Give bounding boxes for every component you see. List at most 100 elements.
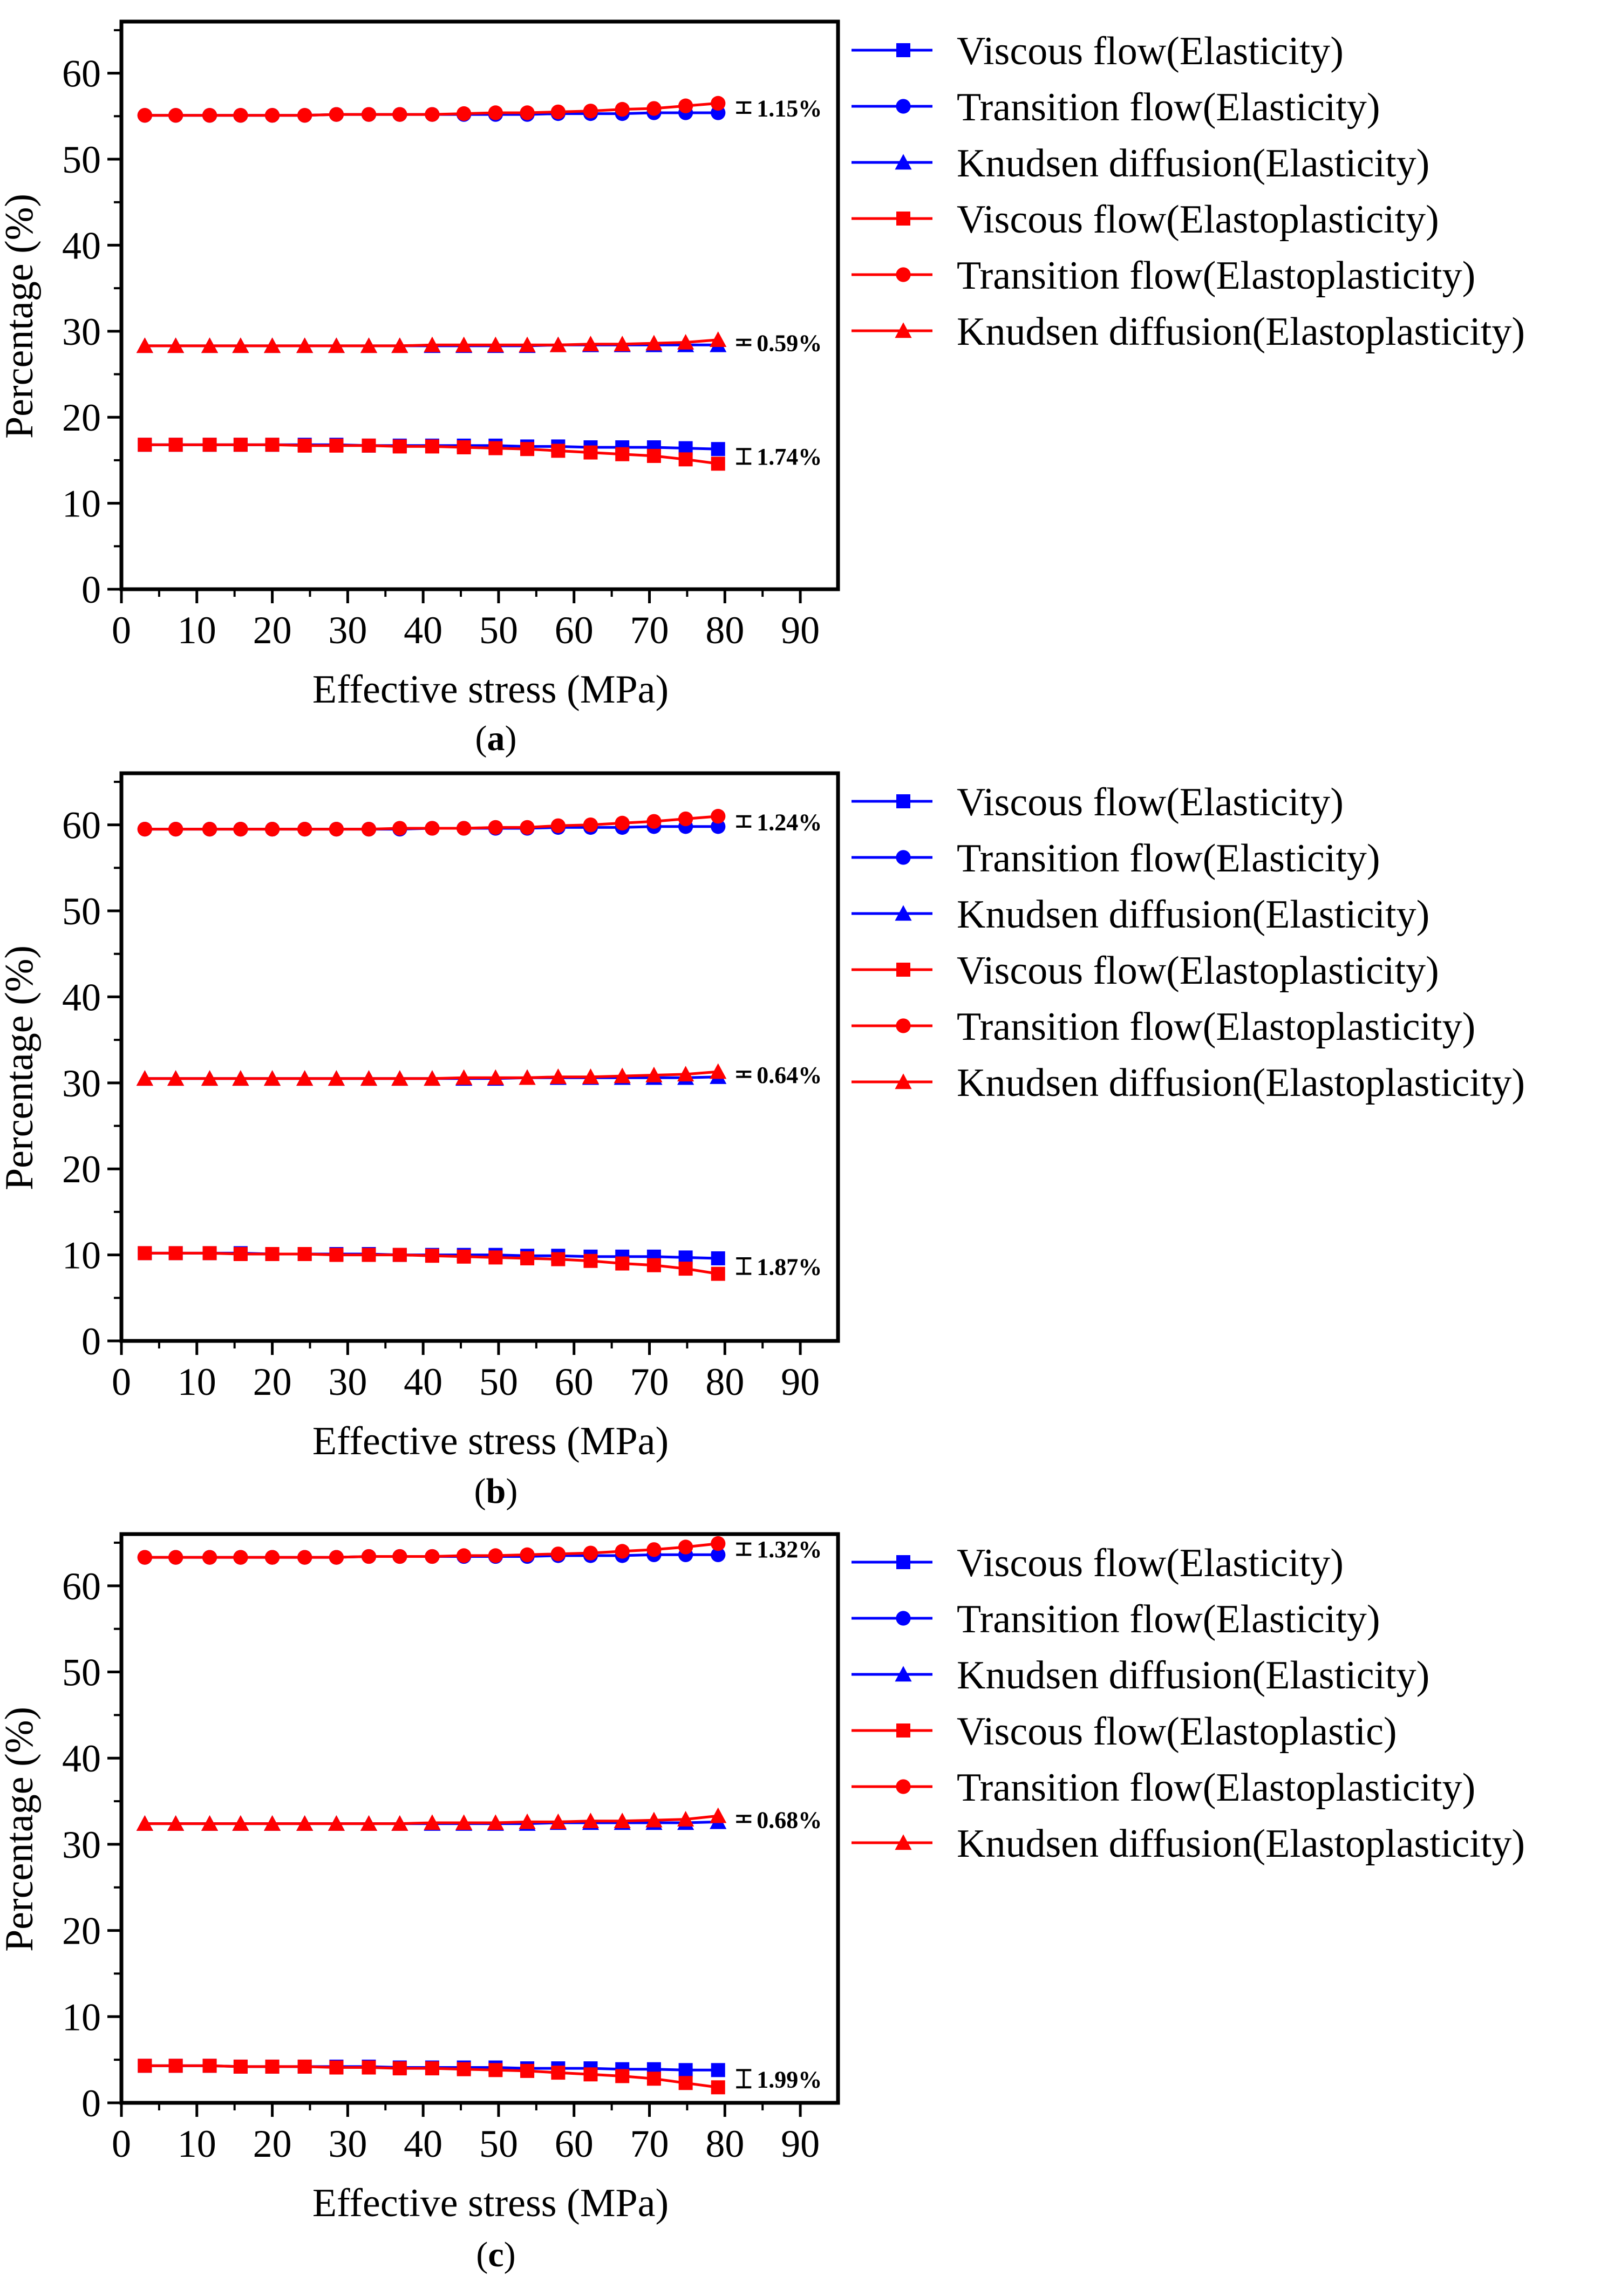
- data-point-viscous-flow-elastoplasticity: [233, 1247, 248, 1262]
- data-point-knudsen-diffusion-elastoplasticity: [360, 337, 378, 353]
- data-point-transition-flow-elastoplasticity: [615, 101, 630, 117]
- data-point-viscous-flow-elastoplasticity: [425, 439, 439, 454]
- data-point-viscous-flow-elasticity: [711, 2063, 725, 2077]
- data-point-knudsen-diffusion-elastoplasticity: [296, 1815, 314, 1831]
- data-point-viscous-flow-elastoplastic: [329, 2060, 344, 2075]
- legend-label: Viscous flow(Elasticity): [957, 29, 1344, 73]
- legend-label: Transition flow(Elastoplasticity): [957, 254, 1475, 298]
- x-tick-label: 30: [328, 2122, 367, 2165]
- y-tick-label: 20: [62, 396, 101, 439]
- plot-frame: [119, 19, 840, 591]
- x-axis-title: Effective stress (MPa): [312, 1419, 669, 1463]
- y-tick-label: 40: [62, 976, 101, 1019]
- data-point-viscous-flow-elastoplasticity: [583, 1253, 598, 1268]
- data-point-knudsen-diffusion-elastoplasticity: [487, 336, 504, 352]
- data-point-knudsen-diffusion-elastoplasticity: [296, 337, 314, 353]
- data-point-knudsen-diffusion-elastoplasticity: [263, 337, 281, 353]
- x-tick-label: 20: [253, 2122, 292, 2165]
- data-point-transition-flow-elastoplasticity: [202, 821, 217, 837]
- data-point-knudsen-diffusion-elastoplasticity: [136, 1070, 153, 1086]
- difference-annotation: 0.68%: [757, 1807, 822, 1834]
- data-point-transition-flow-elastoplasticity: [488, 820, 503, 835]
- data-point-viscous-flow-elastoplastic: [265, 2059, 280, 2074]
- x-tick-label: 60: [555, 609, 594, 652]
- data-point-knudsen-diffusion-elastoplasticity: [614, 1067, 631, 1084]
- data-point-viscous-flow-elastoplasticity: [168, 438, 183, 452]
- legend-label: Viscous flow(Elastoplasticity): [957, 949, 1439, 993]
- data-point-transition-flow-elastoplasticity: [520, 820, 535, 835]
- y-tick-label: 0: [81, 1320, 101, 1363]
- data-point-viscous-flow-elastoplastic: [646, 2072, 661, 2086]
- data-point-knudsen-diffusion-elastoplasticity: [136, 337, 153, 353]
- x-tick-label: 50: [479, 2122, 518, 2165]
- chart-panel-c: 0 10 20 30 40 50 60 70 80 90 0 10 20 30 40 50 60 Effectiv…: [0, 1532, 1525, 2274]
- data-point-transition-flow-elastoplasticity: [488, 1548, 503, 1563]
- data-point-transition-flow-elastoplasticity: [711, 809, 726, 824]
- data-point-knudsen-diffusion-elastoplasticity: [232, 1815, 249, 1831]
- data-point-transition-flow-elastoplasticity: [646, 1542, 662, 1557]
- difference-annotation: 1.87%: [757, 1253, 822, 1280]
- data-point-transition-flow-elastoplasticity: [137, 108, 152, 123]
- legend-label: Knudsen diffusion(Elasticity): [957, 892, 1429, 937]
- data-point-knudsen-diffusion-elastoplasticity: [328, 1815, 345, 1831]
- legend-label: Viscous flow(Elastoplastic): [957, 1709, 1397, 1754]
- data-point-viscous-flow-elastoplastic: [551, 2066, 566, 2080]
- x-tick-label: 70: [630, 2122, 669, 2165]
- data-point-transition-flow-elastoplasticity: [425, 821, 440, 836]
- chart-panel-a: 0 10 20 30 40 50 60 70 80 90 0 10 20 30 40 50 60 Effectiv…: [0, 19, 1525, 758]
- data-point-knudsen-diffusion-elastoplasticity: [677, 1066, 694, 1082]
- data-point-knudsen-diffusion-elastoplasticity: [519, 1069, 536, 1085]
- data-point-viscous-flow-elastoplasticity: [202, 438, 217, 452]
- chart-panel-b: 0 10 20 30 40 50 60 70 80 90 0 10 20 30 40 50 60 Effectiv…: [0, 771, 1525, 1511]
- data-point-transition-flow-elastoplasticity: [456, 821, 472, 836]
- difference-annotation: 1.99%: [757, 2066, 822, 2093]
- data-point-viscous-flow-elastoplasticity: [362, 438, 376, 453]
- data-point-knudsen-diffusion-elastoplasticity: [487, 1814, 504, 1830]
- legend-marker: [896, 794, 910, 808]
- legend-label: Transition flow(Elastoplasticity): [957, 1766, 1475, 1810]
- data-point-transition-flow-elastoplasticity: [233, 108, 248, 123]
- x-tick-label: 20: [253, 1360, 292, 1404]
- x-tick-label: 90: [781, 2122, 820, 2165]
- legend-label: Transition flow(Elastoplasticity): [957, 1005, 1475, 1049]
- y-tick-label: 50: [62, 138, 101, 181]
- data-point-transition-flow-elastoplasticity: [392, 1549, 407, 1564]
- data-point-viscous-flow-elastoplastic: [233, 2059, 248, 2074]
- data-point-knudsen-diffusion-elastoplasticity: [167, 337, 185, 353]
- y-axis-title: Percentage (%): [0, 945, 42, 1190]
- x-tick-label: 0: [112, 609, 131, 652]
- data-point-viscous-flow-elastoplasticity: [520, 1251, 535, 1265]
- data-point-knudsen-diffusion-elastoplasticity: [424, 1814, 441, 1830]
- data-point-viscous-flow-elastoplasticity: [297, 438, 312, 453]
- data-point-transition-flow-elastoplasticity: [646, 101, 662, 116]
- data-point-viscous-flow-elastoplastic: [520, 2063, 535, 2078]
- y-tick-label: 30: [62, 310, 101, 353]
- data-point-transition-flow-elastoplasticity: [583, 1545, 598, 1561]
- data-point-knudsen-diffusion-elastoplasticity: [328, 1070, 345, 1086]
- data-point-transition-flow-elastoplasticity: [392, 107, 407, 122]
- legend-label: Viscous flow(Elasticity): [957, 780, 1344, 825]
- x-tick-label: 40: [404, 2122, 442, 2165]
- data-point-knudsen-diffusion-elastoplasticity: [455, 336, 473, 352]
- data-point-viscous-flow-elastoplasticity: [615, 1256, 630, 1271]
- data-point-knudsen-diffusion-elastoplasticity: [201, 1070, 219, 1086]
- legend-marker: [896, 99, 911, 114]
- data-point-transition-flow-elastoplasticity: [264, 821, 280, 837]
- data-point-viscous-flow-elastoplasticity: [202, 1246, 217, 1261]
- x-tick-label: 60: [555, 1360, 594, 1404]
- plot-frame: [119, 1532, 840, 2105]
- data-point-viscous-flow-elastoplasticity: [265, 438, 280, 452]
- x-tick-label: 30: [328, 1360, 367, 1404]
- data-point-knudsen-diffusion-elastoplasticity: [677, 333, 694, 350]
- y-tick-label: 10: [62, 1995, 101, 2039]
- panel-caption: (a): [475, 719, 517, 758]
- data-point-transition-flow-elastoplasticity: [297, 1550, 312, 1565]
- x-tick-label: 30: [328, 609, 367, 652]
- difference-annotation: 1.15%: [757, 95, 822, 121]
- difference-annotation: 1.74%: [757, 444, 822, 470]
- data-point-viscous-flow-elastoplasticity: [138, 1246, 152, 1261]
- data-point-transition-flow-elastoplasticity: [456, 1548, 472, 1563]
- data-point-knudsen-diffusion-elastoplasticity: [263, 1070, 281, 1086]
- data-point-viscous-flow-elastoplasticity: [297, 1247, 312, 1262]
